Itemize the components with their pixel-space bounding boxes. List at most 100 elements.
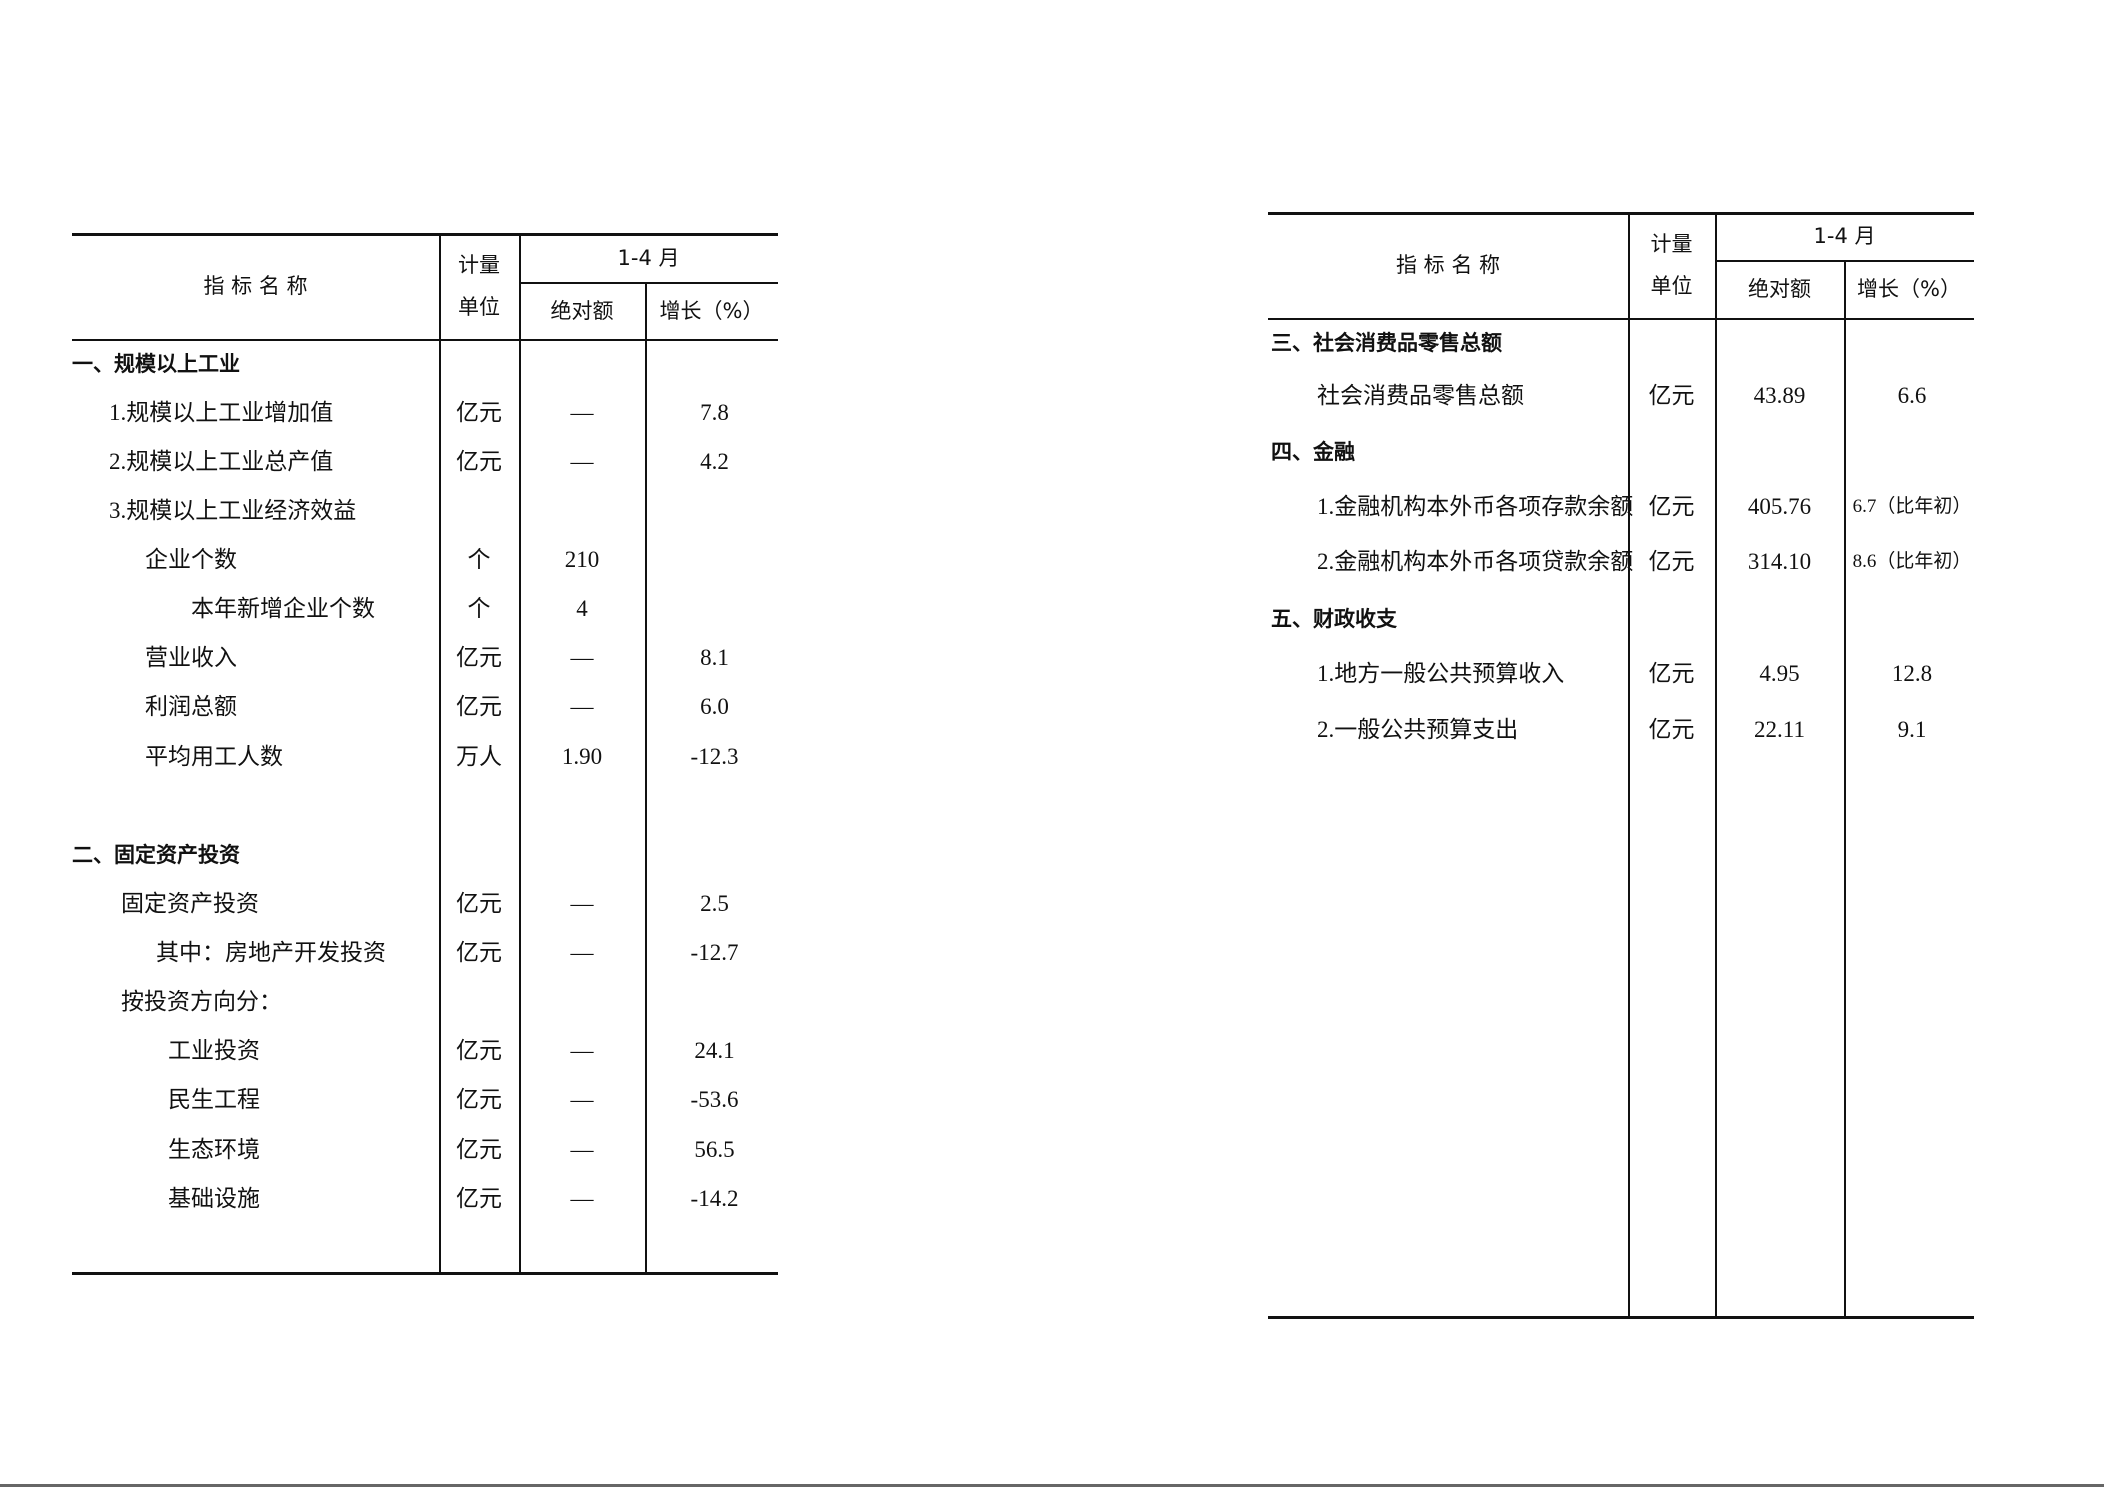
header-period: 1-4 月 <box>1813 224 1876 248</box>
header-absolute: 绝对额 <box>550 298 614 323</box>
absolute-value-cell: — <box>570 645 594 670</box>
growth-cell: 6.7（比年初） <box>1852 496 1972 517</box>
indicator-name: 生态环境 <box>168 1137 260 1162</box>
header-unit-bottom: 单位 <box>1650 274 1693 298</box>
unit-cell: 亿元 <box>456 1038 502 1063</box>
indicator-name: 2.金融机构本外币各项贷款余额 <box>1317 549 1634 574</box>
growth-cell: 24.1 <box>694 1038 735 1063</box>
unit-cell: 亿元 <box>456 940 502 965</box>
unit-cell: 亿元 <box>456 645 502 670</box>
table-top-rule <box>72 233 778 236</box>
header-period: 1-4 月 <box>617 245 680 270</box>
header-indicator-name: 指 标 名 称 <box>1395 253 1501 277</box>
absolute-value-cell: — <box>570 940 594 965</box>
absolute-value-cell: — <box>570 1137 594 1162</box>
absolute-value-cell: — <box>570 449 594 474</box>
table-bottom-rule <box>1268 1316 1974 1319</box>
section-title: 四、金融 <box>1271 440 1355 464</box>
absolute-value-cell: 4 <box>576 596 588 621</box>
growth-cell: 6.6 <box>1897 383 1927 408</box>
header-unit-top: 计量 <box>1650 232 1693 256</box>
absolute-value-cell: 1.90 <box>561 744 603 769</box>
header-unit-top: 计量 <box>458 253 500 277</box>
indicator-name: 1.规模以上工业增加值 <box>109 400 334 425</box>
unit-cell: 个 <box>467 547 491 572</box>
growth-cell: 6.0 <box>700 694 729 719</box>
section-title: 五、财政收支 <box>1271 607 1397 631</box>
header-unit-bottom: 单位 <box>458 295 500 319</box>
indicator-name: 平均用工人数 <box>145 744 283 769</box>
unit-cell: 亿元 <box>1648 717 1695 742</box>
absolute-value-cell: 4.95 <box>1759 661 1800 686</box>
column-divider <box>519 233 521 1272</box>
indicator-name: 工业投资 <box>168 1038 260 1063</box>
absolute-value-cell: — <box>570 1038 594 1063</box>
unit-cell: 亿元 <box>1648 383 1695 408</box>
absolute-value-cell: — <box>570 1186 594 1211</box>
header-bottom-rule <box>1268 318 1974 320</box>
unit-cell: 亿元 <box>1648 549 1695 574</box>
unit-cell: 亿元 <box>456 449 502 474</box>
growth-cell: -53.6 <box>690 1087 739 1112</box>
growth-cell: -14.2 <box>690 1186 739 1211</box>
unit-cell: 亿元 <box>456 891 502 916</box>
absolute-value-cell: — <box>570 1087 594 1112</box>
indicator-name: 营业收入 <box>145 645 237 670</box>
column-divider <box>1628 212 1630 1316</box>
unit-cell: 万人 <box>456 744 502 769</box>
indicator-name: 1.地方一般公共预算收入 <box>1317 661 1565 686</box>
absolute-value-cell: — <box>570 694 594 719</box>
column-divider <box>645 282 647 1272</box>
indicator-name: 社会消费品零售总额 <box>1317 383 1524 408</box>
indicator-name: 2.一般公共预算支出 <box>1317 717 1519 742</box>
unit-cell: 亿元 <box>1648 494 1695 519</box>
growth-cell: 4.2 <box>700 449 729 474</box>
indicator-name: 民生工程 <box>168 1087 260 1112</box>
header-bottom-rule <box>72 339 778 341</box>
indicator-name: 固定资产投资 <box>121 891 259 916</box>
indicator-name: 其中：房地产开发投资 <box>156 940 386 965</box>
absolute-value-cell: 22.11 <box>1754 717 1805 742</box>
indicator-name: 3.规模以上工业经济效益 <box>109 498 357 523</box>
column-divider <box>1844 260 1846 1316</box>
unit-cell: 亿元 <box>456 1186 502 1211</box>
growth-cell: 8.6（比年初） <box>1852 551 1972 572</box>
indicator-name: 本年新增企业个数 <box>191 596 375 621</box>
indicator-name: 利润总额 <box>145 694 237 719</box>
section-title: 二、固定资产投资 <box>72 843 240 867</box>
growth-cell: 56.5 <box>694 1137 735 1162</box>
header-absolute: 绝对额 <box>1748 277 1811 301</box>
unit-cell: 亿元 <box>456 400 502 425</box>
growth-cell: 7.8 <box>700 400 729 425</box>
growth-cell: 12.8 <box>1891 661 1933 686</box>
unit-cell: 亿元 <box>456 1087 502 1112</box>
absolute-value-cell: 43.89 <box>1753 383 1806 408</box>
indicator-name: 1.金融机构本外币各项存款余额 <box>1317 494 1634 519</box>
absolute-value-cell: 314.10 <box>1747 549 1812 574</box>
indicator-name: 企业个数 <box>145 547 237 572</box>
absolute-value-cell: 405.76 <box>1747 494 1812 519</box>
header-growth: 增长（%） <box>1857 277 1961 301</box>
growth-cell: 8.1 <box>700 645 729 670</box>
table-bottom-rule <box>72 1272 778 1275</box>
section-title: 一、规模以上工业 <box>72 352 240 376</box>
growth-cell: 2.5 <box>700 891 729 916</box>
period-sub-rule <box>519 282 778 284</box>
absolute-value-cell: — <box>570 400 594 425</box>
header-growth: 增长（%） <box>659 298 764 323</box>
table-top-rule <box>1268 212 1974 215</box>
unit-cell: 亿元 <box>456 1137 502 1162</box>
section-title: 三、社会消费品零售总额 <box>1271 331 1502 355</box>
unit-cell: 亿元 <box>456 694 502 719</box>
page-bottom-rule <box>0 1484 2104 1487</box>
indicator-name: 按投资方向分： <box>121 989 282 1014</box>
column-divider <box>1715 212 1717 1316</box>
indicator-name: 基础设施 <box>168 1186 260 1211</box>
absolute-value-cell: 210 <box>564 547 600 572</box>
header-indicator-name: 指 标 名 称 <box>203 274 308 298</box>
unit-cell: 亿元 <box>1648 661 1695 686</box>
unit-cell: 个 <box>467 596 491 621</box>
indicator-name: 2.规模以上工业总产值 <box>109 449 334 474</box>
growth-cell: 9.1 <box>1897 717 1927 742</box>
growth-cell: -12.7 <box>690 940 739 965</box>
